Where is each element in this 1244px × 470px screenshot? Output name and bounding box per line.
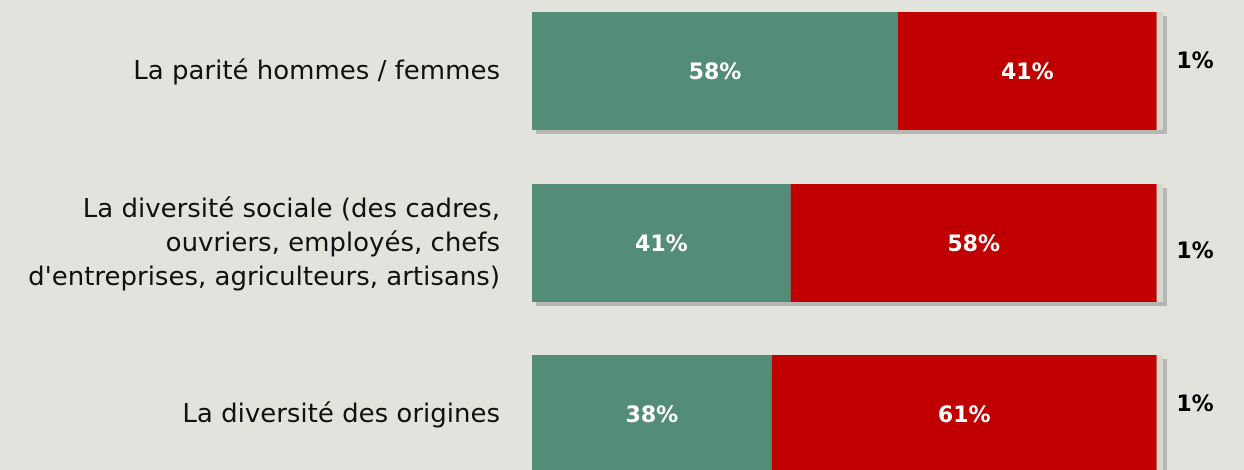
value-label: 58% — [689, 60, 742, 85]
bar-segment — [1156, 184, 1163, 302]
bar-segment — [532, 184, 791, 302]
bar-segment — [897, 12, 1157, 130]
value-label: 1% — [1176, 49, 1213, 74]
bar-segment — [1156, 355, 1163, 470]
value-label: 38% — [626, 403, 679, 428]
bar-segment — [771, 355, 1157, 470]
value-label: 1% — [1176, 392, 1213, 417]
value-label: 41% — [1001, 60, 1054, 85]
category-label: La diversité sociale (des cadres, ouvrie… — [28, 194, 500, 292]
value-label: 61% — [938, 403, 991, 428]
bar-segment — [1156, 12, 1163, 130]
value-label: 58% — [947, 232, 1000, 257]
bar-segment — [532, 12, 898, 130]
value-label: 41% — [635, 232, 688, 257]
category-label: La diversité des origines — [182, 399, 500, 429]
value-label: 1% — [1176, 239, 1213, 264]
bar-segment — [790, 184, 1157, 302]
category-label: La parité hommes / femmes — [133, 56, 500, 86]
bar-segment — [532, 355, 772, 470]
